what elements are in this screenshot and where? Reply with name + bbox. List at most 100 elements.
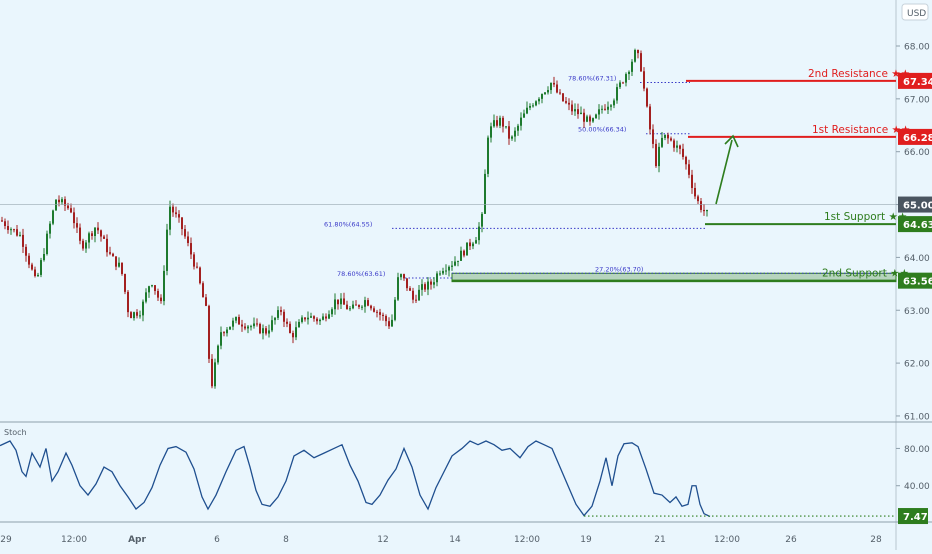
candle-body	[601, 108, 603, 110]
candle-body	[277, 310, 279, 318]
candle-body	[319, 319, 321, 322]
candle-body	[214, 362, 216, 387]
candle-body	[577, 109, 579, 115]
candle-body	[592, 118, 594, 122]
candle-body	[7, 226, 9, 230]
candle-body	[367, 300, 369, 306]
candle-body	[484, 173, 486, 214]
candle-body	[472, 243, 474, 247]
candle-body	[100, 230, 102, 237]
candle-body	[541, 94, 543, 99]
candle-body	[313, 316, 315, 319]
candle-body	[598, 109, 600, 115]
candle-body	[202, 283, 204, 298]
candle-body	[622, 82, 624, 84]
candle-body	[43, 253, 45, 261]
candle-body	[667, 134, 669, 139]
level-label: 1st Resistance ★★	[812, 124, 910, 136]
candle-body	[112, 253, 114, 257]
time-tick-label: 21	[654, 535, 665, 545]
candle-body	[649, 106, 651, 130]
candle-body	[418, 289, 420, 301]
candle-body	[76, 223, 78, 228]
candle-body	[322, 316, 324, 320]
candle-body	[700, 201, 702, 210]
candle-body	[133, 312, 135, 319]
candle-body	[493, 120, 495, 127]
arrow-head	[724, 134, 739, 148]
candle-body	[499, 117, 501, 126]
candle-body	[481, 213, 483, 227]
candle-body	[655, 143, 657, 167]
candle-body	[688, 164, 690, 175]
candle-body	[559, 92, 561, 94]
candle-body	[589, 116, 591, 122]
stoch-title: Stoch	[4, 428, 27, 437]
candle-body	[298, 321, 300, 328]
candle-body	[127, 291, 129, 313]
candle-body	[508, 126, 510, 139]
candle-body	[31, 264, 33, 270]
time-tick-label: 19	[580, 535, 592, 545]
candle-body	[292, 332, 294, 338]
candle-body	[385, 316, 387, 322]
candle-body	[544, 92, 546, 95]
candle-body	[136, 312, 138, 316]
candle-body	[511, 136, 513, 139]
level-price-tag	[898, 128, 932, 145]
candle-body	[166, 229, 168, 271]
time-tick-label: 26	[785, 535, 797, 545]
candle-body	[142, 301, 144, 316]
candle-body	[364, 300, 366, 307]
candle-body	[37, 274, 39, 277]
candle-body	[121, 262, 123, 274]
candle-body	[88, 233, 90, 243]
candle-body	[199, 267, 201, 284]
candle-body	[379, 312, 381, 315]
candle-body	[160, 297, 162, 302]
candle-body	[631, 61, 633, 72]
candle-body	[697, 196, 699, 202]
candle-body	[316, 318, 318, 322]
price-tick-label: 67.00	[904, 95, 930, 105]
candle-body	[439, 273, 441, 275]
price-tick-label: 62.00	[904, 360, 930, 370]
candle-body	[442, 270, 444, 274]
price-tags: 67.34 66.28 64.63 63.56 65.00 7.47	[898, 72, 932, 525]
candle-body	[349, 308, 351, 310]
candle-body	[361, 306, 363, 308]
time-tick-label: 8	[283, 535, 289, 545]
candle-body	[625, 74, 627, 83]
fib-level-label: 27.20%(63.70)	[595, 265, 643, 273]
candle-body	[205, 297, 207, 306]
candle-body	[148, 286, 150, 293]
candle-body	[352, 304, 354, 309]
stoch-pane: Stoch	[0, 428, 896, 518]
candle-body	[157, 290, 159, 298]
candle-body	[658, 146, 660, 167]
candle-body	[67, 205, 69, 209]
level-lines: 2nd Resistance ★★ 1st Resistance ★★ 1st Su…	[0, 68, 910, 282]
candle-body	[223, 332, 225, 334]
candle-body	[19, 234, 21, 236]
candle-body	[595, 114, 597, 119]
time-tick-label: 12:00	[514, 535, 540, 545]
candle-body	[469, 242, 471, 247]
level-price-tag-text: 67.34	[903, 77, 932, 88]
candle-body	[304, 317, 306, 320]
candle-body	[190, 243, 192, 255]
candle-body	[238, 317, 240, 325]
level-label: 2nd Resistance ★★	[808, 68, 910, 80]
candle-body	[517, 125, 519, 131]
candle-body	[451, 265, 453, 267]
candle-body	[256, 323, 258, 325]
time-tick-label: 14	[449, 535, 461, 545]
candle-body	[64, 199, 66, 206]
candle-body	[355, 304, 357, 306]
candle-body	[628, 71, 630, 75]
candle-body	[502, 117, 504, 127]
candle-body	[4, 221, 6, 227]
candle-body	[211, 358, 213, 387]
candle-body	[454, 261, 456, 266]
